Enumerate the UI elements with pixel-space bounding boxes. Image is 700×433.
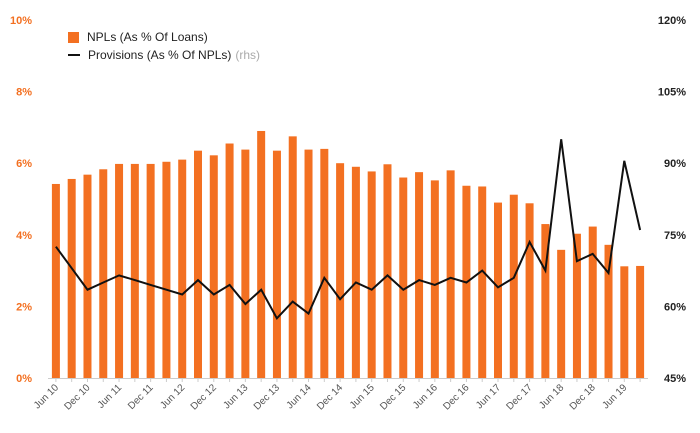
x-tick-label: Jun 10 [32,382,61,411]
x-tick-label: Dec 15 [378,382,408,412]
npl-bar [336,163,345,378]
legend-rhs-tag: (rhs) [235,48,261,62]
npl-bar [115,163,124,378]
y-right-tick-label: 120% [658,15,686,27]
x-tick-label: Dec 14 [315,382,345,412]
x-tick-label: Dec 12 [189,382,219,412]
legend: NPLs (As % Of Loans) Provisions (As % Of… [68,28,260,64]
y-left-tick-label: 0% [16,373,32,385]
npl-bar [51,183,60,378]
x-tick-label: Jun 18 [537,382,566,411]
npl-bar [636,265,645,378]
x-tick-label: Dec 18 [568,382,598,412]
x-tick-label: Dec 11 [126,382,156,412]
legend-item-npls[interactable]: NPLs (As % Of Loans) [68,28,260,46]
npl-bar [446,170,455,378]
npl-bar [178,159,187,378]
y-right-tick-label: 60% [664,301,686,313]
npl-bar [288,136,297,378]
x-tick-label: Jun 11 [96,382,125,411]
x-tick-label: Jun 12 [158,382,187,411]
npl-bar [257,130,266,378]
x-tick-label: Jun 17 [474,382,503,411]
x-tick-label: Jun 13 [221,382,250,411]
y-right-tick-label: 75% [664,230,686,242]
x-tick-label: Dec 10 [62,382,92,412]
npl-bar [83,174,92,378]
npl-bar [478,186,487,378]
npl-bar [351,166,360,378]
npl-bar [383,164,392,378]
y-left-tick-label: 4% [16,230,32,242]
npl-bar [146,163,155,378]
npl-bar [241,149,250,378]
npl-bar [494,202,502,378]
y-left-tick-label: 6% [16,158,32,170]
npl-bar [67,178,76,378]
npl-bar [557,249,566,378]
x-tick-label: Jun 16 [411,382,440,411]
npl-bar [541,224,550,378]
npl-bar [399,177,408,378]
npl-bar [415,172,424,378]
npl-bar [320,148,329,378]
npl-bar [209,155,218,378]
y-left-tick-label: 8% [16,87,32,99]
npl-bar [604,244,613,378]
legend-provisions-label: Provisions (As % Of NPLs) [88,48,232,62]
npl-bar [130,163,139,378]
legend-npls-label: NPLs (As % Of Loans) [87,30,208,44]
y-right-tick-label: 45% [664,373,686,385]
npl-bar [525,203,534,378]
x-tick-label: Dec 16 [441,382,471,412]
provisions-line [55,139,642,320]
x-tick-label: Dec 13 [252,382,282,412]
npl-bar [225,143,234,378]
npl-bar [194,150,202,378]
x-tick-label: Jun 15 [348,382,377,411]
npl-bar [430,180,439,378]
legend-line-swatch [68,54,80,56]
x-tick-label: Jun 19 [600,382,629,411]
npl-bar [620,266,629,378]
npl-bar [367,171,376,378]
npl-bar [572,233,581,378]
legend-bar-swatch [68,31,79,43]
y-left-tick-label: 2% [16,301,32,313]
y-left-tick-label: 10% [10,15,32,27]
npl-bar [588,226,597,378]
legend-item-provisions[interactable]: Provisions (As % Of NPLs) (rhs) [68,46,260,64]
npl-bar [99,169,108,378]
y-right-tick-label: 105% [658,87,686,99]
y-right-tick-label: 90% [664,158,686,170]
npl-bar [509,194,518,378]
npl-bar [162,161,171,378]
npl-bar [304,149,313,378]
npl-bar [272,150,281,378]
x-tick-label: Jun 14 [285,382,314,411]
x-tick-label: Dec 17 [505,382,535,412]
